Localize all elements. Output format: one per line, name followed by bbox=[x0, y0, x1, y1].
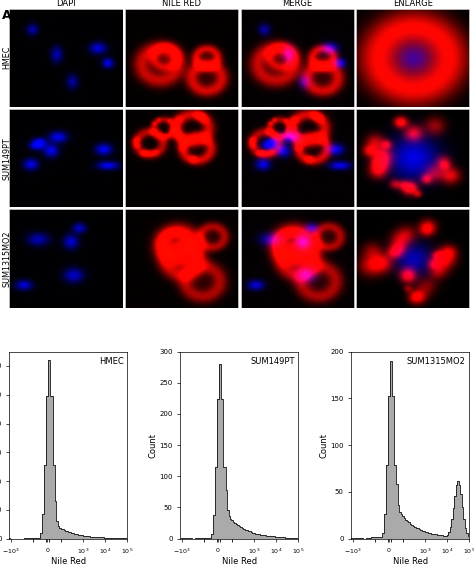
Title: NILE RED: NILE RED bbox=[162, 0, 201, 8]
Title: MERGE: MERGE bbox=[282, 0, 312, 8]
Title: DAPI: DAPI bbox=[56, 0, 76, 8]
Text: A: A bbox=[2, 9, 12, 22]
Y-axis label: Count: Count bbox=[149, 433, 158, 458]
Y-axis label: SUM1315MO2: SUM1315MO2 bbox=[2, 230, 11, 287]
Text: SUM149PT: SUM149PT bbox=[250, 357, 295, 366]
Text: SUM1315MO2: SUM1315MO2 bbox=[407, 357, 466, 366]
X-axis label: Nile Red: Nile Red bbox=[393, 557, 428, 566]
X-axis label: Nile Red: Nile Red bbox=[222, 557, 257, 566]
Y-axis label: HMEC: HMEC bbox=[2, 46, 11, 69]
Text: HMEC: HMEC bbox=[99, 357, 124, 366]
Y-axis label: SUM149PT: SUM149PT bbox=[2, 137, 11, 179]
Y-axis label: Count: Count bbox=[320, 433, 329, 458]
X-axis label: Nile Red: Nile Red bbox=[51, 557, 86, 566]
Title: ENLARGE: ENLARGE bbox=[392, 0, 433, 8]
